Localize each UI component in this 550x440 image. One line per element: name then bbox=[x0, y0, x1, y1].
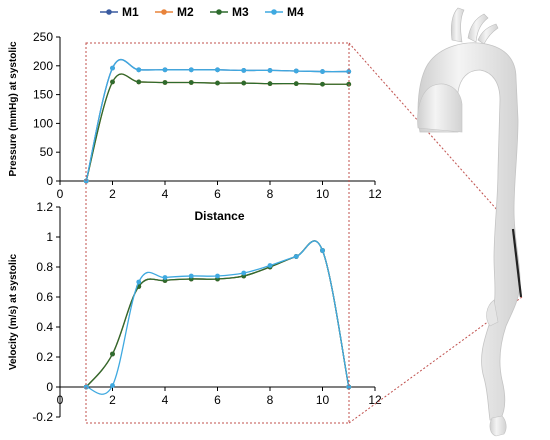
data-point-m3-2 bbox=[136, 79, 142, 85]
data-point-m4-3 bbox=[162, 67, 168, 73]
series-line-m1 bbox=[85, 240, 350, 388]
y-tick-label: -0.2 bbox=[32, 410, 53, 424]
series-line-m2 bbox=[85, 240, 350, 388]
x-tick-label: 4 bbox=[162, 187, 169, 201]
y-tick-label: 1.2 bbox=[36, 200, 53, 214]
y-tick-label: 0.8 bbox=[36, 260, 53, 274]
x-axis-label: Distance bbox=[194, 209, 244, 223]
data-point-m4-2 bbox=[136, 279, 142, 285]
series-line-m3 bbox=[85, 73, 349, 182]
legend-marker-m1 bbox=[106, 9, 112, 15]
data-point-m4-7 bbox=[267, 263, 273, 268]
x-tick-label: 0 bbox=[57, 187, 64, 201]
x-tick-label: 2 bbox=[109, 393, 116, 407]
legend-label-m3: M3 bbox=[232, 5, 249, 19]
x-tick-label: 4 bbox=[162, 393, 169, 407]
y-tick-label: 0.4 bbox=[36, 320, 53, 334]
data-point-m4-7 bbox=[267, 68, 273, 73]
data-point-m4-6 bbox=[241, 270, 247, 276]
y-tick-label: 1 bbox=[46, 230, 53, 244]
data-point-m4-5 bbox=[215, 67, 220, 73]
data-point-m3-1 bbox=[110, 79, 115, 85]
y-tick-label: 200 bbox=[33, 59, 53, 73]
legend-marker-m3 bbox=[216, 9, 222, 15]
legend: M1 M2 M3 M4 bbox=[100, 5, 304, 19]
velocity-chart: -0.2 0 0.2 0.4 0.6 0.8 1 1.2 0 2 4 6 8 10 12 Velocity (… bbox=[8, 200, 382, 424]
pressure-chart: 0 50 100 150 200 250 0 2 4 6 8 10 12 Pressure (mmHg) … bbox=[8, 30, 382, 223]
legend-marker-m4 bbox=[271, 9, 277, 15]
y-tick-label: 0.2 bbox=[36, 350, 53, 364]
x-tick-label: 6 bbox=[214, 187, 221, 201]
region-highlight-box bbox=[85, 42, 350, 424]
series-line-m3 bbox=[85, 240, 350, 388]
data-point-m3-5 bbox=[215, 80, 220, 86]
data-point-m3-7 bbox=[267, 81, 273, 87]
data-point-m4-10 bbox=[346, 384, 352, 390]
x-tick-label: 12 bbox=[368, 187, 382, 201]
x-tick-label: 2 bbox=[109, 187, 116, 201]
data-point-m4-8 bbox=[293, 68, 299, 74]
x-tick-label: 10 bbox=[316, 393, 330, 407]
y-axis-label: Pressure (mmHg) at systolic bbox=[8, 41, 19, 176]
x-tick-label: 12 bbox=[368, 393, 382, 407]
data-point-m4-10 bbox=[346, 69, 352, 74]
series-line-m2 bbox=[85, 73, 349, 182]
series-line-m1 bbox=[85, 59, 349, 182]
y-axis-label: Velocity (m/s) at systolic bbox=[8, 253, 19, 370]
y-tick-label: 150 bbox=[33, 88, 53, 102]
aorta-model-illustration bbox=[417, 7, 523, 437]
data-point-m4-3 bbox=[162, 275, 168, 280]
section-marker-line bbox=[511, 228, 523, 298]
data-point-m4-9 bbox=[320, 69, 325, 74]
data-point-m3-3 bbox=[162, 80, 168, 85]
data-point-m3-9 bbox=[320, 81, 325, 87]
data-point-m3-6 bbox=[241, 80, 247, 86]
data-point-m3-4 bbox=[188, 80, 194, 85]
data-point-m4-4 bbox=[188, 273, 194, 279]
data-point-m4-1 bbox=[110, 383, 115, 388]
legend-marker-m2 bbox=[161, 9, 167, 15]
data-point-m4-1 bbox=[110, 65, 115, 71]
legend-label-m2: M2 bbox=[177, 5, 194, 19]
y-tick-label: 0.6 bbox=[36, 290, 53, 304]
x-tick-label: 8 bbox=[267, 393, 274, 407]
legend-label-m4: M4 bbox=[287, 5, 304, 19]
y-tick-label: 100 bbox=[33, 116, 53, 130]
y-tick-label: 0 bbox=[46, 380, 53, 394]
data-point-m4-8 bbox=[293, 254, 299, 259]
data-point-m3-1 bbox=[110, 351, 115, 357]
series-line-m4 bbox=[85, 59, 349, 182]
y-tick-label: 250 bbox=[33, 30, 53, 44]
data-point-m4-2 bbox=[136, 67, 142, 73]
data-point-m4-6 bbox=[241, 68, 247, 73]
data-point-m3-8 bbox=[293, 81, 299, 87]
x-tick-label: 6 bbox=[214, 393, 221, 407]
data-point-m4-4 bbox=[188, 67, 194, 73]
data-point-m4-0 bbox=[83, 178, 89, 184]
y-tick-label: 0 bbox=[46, 174, 53, 188]
legend-label-m1: M1 bbox=[122, 5, 139, 19]
connector-line-top bbox=[348, 42, 515, 230]
x-tick-label: 0 bbox=[57, 393, 64, 407]
data-point-m4-9 bbox=[320, 248, 325, 253]
x-tick-label: 8 bbox=[267, 187, 274, 201]
x-tick-label: 10 bbox=[316, 187, 330, 201]
y-tick-label: 50 bbox=[40, 145, 54, 159]
data-point-m4-5 bbox=[215, 273, 220, 279]
